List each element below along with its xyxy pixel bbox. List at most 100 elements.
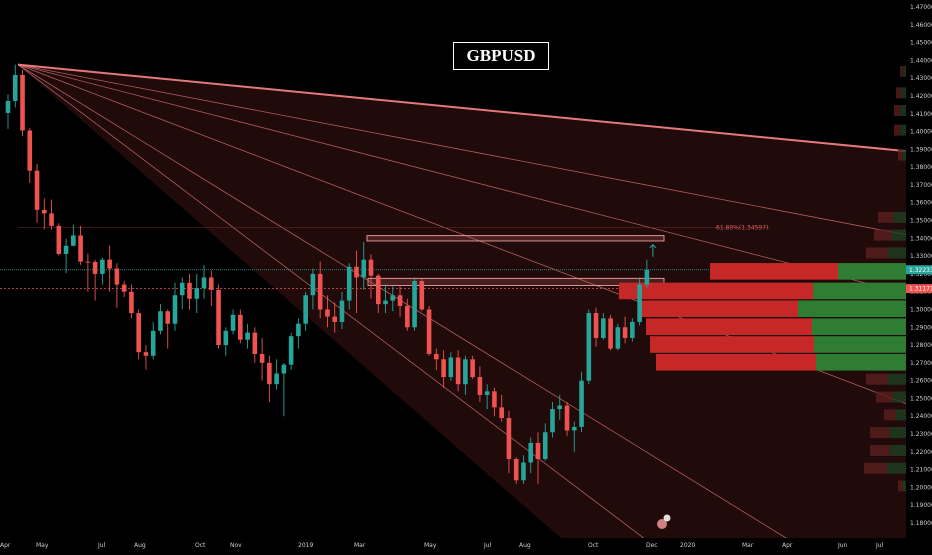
candle-body xyxy=(230,314,236,331)
candle-body xyxy=(27,130,33,171)
x-tick-label: May xyxy=(36,542,49,549)
y-tick-label: 1.36000 xyxy=(910,200,932,207)
y-axis: 1.47000 1.46000 1.45000 1.44000 1.43000 1.420… xyxy=(906,4,932,527)
x-tick-label: Mar xyxy=(742,542,754,549)
y-tick-label: 1.46000 xyxy=(910,22,932,29)
volume-profile-sell-bar xyxy=(646,318,812,335)
candle-body xyxy=(477,377,483,395)
volume-profile-faint-buy xyxy=(887,462,906,474)
volume-profile-faint-buy xyxy=(902,149,906,161)
fan-shade xyxy=(18,64,906,553)
candle-body xyxy=(455,357,461,385)
y-tick-label: 1.25000 xyxy=(910,395,932,402)
candle-body xyxy=(557,405,563,410)
candle-body xyxy=(281,364,287,374)
volume-profile xyxy=(619,65,906,492)
volume-profile-faint-buy xyxy=(891,229,906,241)
candle-body xyxy=(216,289,221,346)
x-tick-label: Apr xyxy=(782,542,793,549)
candle-body xyxy=(434,353,439,360)
candle-body xyxy=(208,277,214,290)
candle-body xyxy=(354,266,359,278)
candle-body xyxy=(310,273,316,296)
candle-body xyxy=(448,357,454,378)
candle-body xyxy=(499,407,504,419)
candle-body xyxy=(267,362,272,385)
volume-profile-buy-bar xyxy=(813,282,906,300)
fib-level: 61.80%(1.34597) xyxy=(18,225,770,232)
x-axis-band xyxy=(0,538,932,550)
candle-body xyxy=(630,321,635,338)
candle-body xyxy=(317,273,323,310)
candle-body xyxy=(325,309,330,317)
x-tick-label: Oct xyxy=(588,542,599,549)
volume-profile-sell-bar xyxy=(619,282,813,300)
y-tick-label: 1.27000 xyxy=(910,360,932,367)
candle-body xyxy=(528,442,534,463)
candle-body xyxy=(245,332,250,340)
candle-body xyxy=(397,295,403,306)
resistance-zone xyxy=(367,277,665,286)
y-tick-label: 1.30000 xyxy=(910,306,932,313)
candle-body xyxy=(303,295,308,324)
candle-body xyxy=(637,284,642,322)
candle-body xyxy=(136,313,141,353)
current-price-tag xyxy=(906,265,932,275)
fan-line xyxy=(17,64,658,549)
candle-body xyxy=(535,442,541,459)
volume-profile-faint-sell xyxy=(866,247,888,259)
resistance-zone xyxy=(366,235,665,242)
candle-body xyxy=(593,313,599,338)
annotations xyxy=(649,244,671,529)
candle-body xyxy=(194,288,200,299)
y-tick-label: 1.33000 xyxy=(910,253,932,260)
volume-profile-faint-sell xyxy=(900,65,904,77)
x-tick-label: 2019 xyxy=(298,542,313,549)
candle-body xyxy=(412,281,417,328)
x-tick-label: Apr xyxy=(0,542,11,549)
event-marker-icon xyxy=(657,519,667,529)
candle-body xyxy=(71,235,76,246)
volume-profile-faint-sell xyxy=(896,87,902,99)
candle-body xyxy=(165,311,171,324)
candle-body xyxy=(238,314,243,340)
candle-body xyxy=(463,359,468,385)
y-tick-label: 1.40000 xyxy=(910,129,932,136)
candle-body xyxy=(506,418,512,459)
candle-body xyxy=(172,295,178,324)
candle-body xyxy=(150,330,156,356)
y-tick-label: 1.45000 xyxy=(910,40,932,47)
candle-body xyxy=(615,327,621,349)
candle-body xyxy=(622,327,628,338)
volume-profile-faint-sell xyxy=(876,391,893,403)
y-tick-label: 1.32000 xyxy=(910,271,932,278)
candle-body xyxy=(187,282,192,299)
volume-profile-faint-buy xyxy=(900,105,906,117)
candle-body xyxy=(492,391,497,408)
volume-profile-faint-sell xyxy=(874,229,892,241)
y-tick-label: 1.23000 xyxy=(910,431,932,438)
volume-profile-buy-bar xyxy=(816,353,906,371)
candle-body xyxy=(12,74,18,101)
y-tick-label: 1.19000 xyxy=(910,502,932,509)
y-tick-label: 1.35000 xyxy=(910,218,932,225)
candle-body xyxy=(339,300,345,322)
candle-body xyxy=(419,281,425,310)
x-tick-label: Aug xyxy=(519,542,531,549)
volume-profile-faint-sell xyxy=(864,462,888,474)
candle-body xyxy=(296,323,301,337)
volume-profile-faint-sell xyxy=(870,444,890,456)
candle-body xyxy=(586,313,592,381)
candle-body xyxy=(332,316,337,322)
candle-body xyxy=(513,458,519,481)
volume-profile-faint-buy xyxy=(892,391,906,403)
candle-body xyxy=(390,295,396,301)
candle-body xyxy=(361,259,367,278)
candle-body xyxy=(579,380,584,427)
candle-body xyxy=(42,209,47,214)
x-tick-label: Mar xyxy=(354,542,366,549)
volume-profile-faint-sell xyxy=(898,149,903,161)
y-tick-label: 1.21000 xyxy=(910,467,932,474)
